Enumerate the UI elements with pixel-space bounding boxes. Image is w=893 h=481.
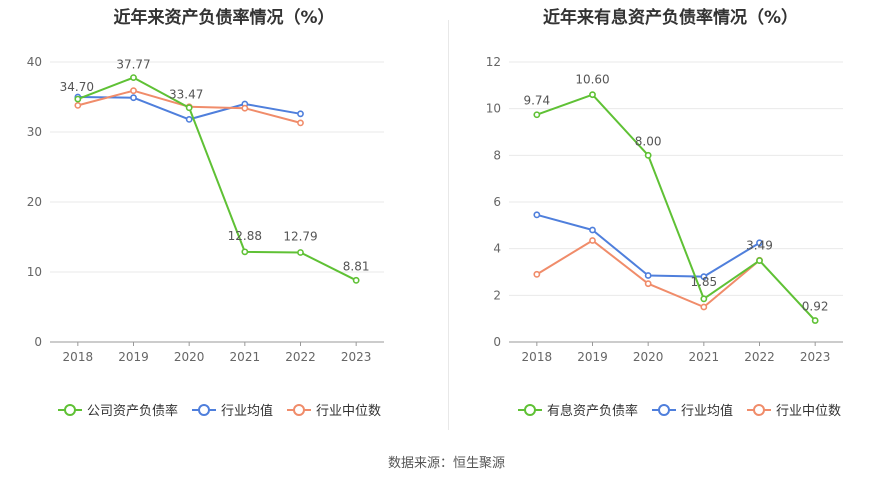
x-tick-label: 2022 (285, 350, 316, 364)
data-label: 9.74 (523, 94, 550, 108)
x-tick-label: 2020 (174, 350, 205, 364)
legend-right: 有息资产负债率 行业均值 行业中位数 (518, 400, 841, 419)
y-tick-label: 2 (493, 288, 501, 302)
legend-item-company[interactable]: 公司资产负债率 (58, 400, 178, 419)
data-point (241, 248, 249, 256)
data-point (74, 95, 82, 103)
legend-marker-icon (192, 403, 217, 417)
data-point (589, 226, 596, 234)
legend-marker-icon (287, 403, 312, 417)
data-point (644, 151, 652, 159)
data-point (130, 94, 137, 102)
data-point (533, 270, 541, 278)
data-label: 8.81 (343, 259, 370, 273)
legend-item-industry-mean[interactable]: 行业均值 (652, 400, 733, 419)
data-point (811, 317, 819, 324)
data-point (700, 295, 708, 303)
panel-divider (448, 20, 449, 430)
series-line (536, 93, 816, 322)
x-tick-label: 2018 (63, 350, 94, 364)
y-tick-label: 4 (493, 242, 501, 256)
data-point (589, 91, 596, 99)
y-tick-label: 12 (486, 55, 501, 69)
legend-marker-icon (518, 403, 542, 417)
legend-marker-icon (652, 403, 677, 417)
data-point (533, 111, 541, 119)
data-point (352, 276, 360, 284)
data-point (297, 249, 304, 256)
data-label: 3.49 (746, 239, 773, 253)
data-point (185, 116, 193, 123)
data-label: 8.00 (635, 134, 662, 148)
data-point (533, 211, 541, 219)
x-tick-label: 2020 (633, 350, 664, 364)
legend-label: 行业均值 (681, 404, 734, 419)
y-tick-label: 10 (486, 102, 501, 116)
data-label: 33.47 (169, 88, 203, 102)
x-tick-label: 2019 (577, 350, 608, 364)
legend-label: 公司资产负债率 (87, 404, 179, 419)
data-label: 37.77 (116, 58, 150, 72)
y-tick-label: 40 (27, 55, 42, 69)
legend-item-company[interactable]: 有息资产负债率 (518, 400, 638, 419)
legend-marker-icon (58, 403, 82, 417)
chart-title-interest-debt-ratio: 近年来有息资产负债率情况（%） (542, 8, 799, 28)
data-point (644, 272, 652, 279)
data-point (756, 239, 763, 247)
series-line (536, 213, 761, 278)
y-tick-label: 6 (493, 195, 501, 209)
legend-marker-icon (747, 403, 772, 417)
y-tick-label: 0 (493, 335, 501, 349)
data-label: 0.92 (802, 300, 829, 314)
x-tick-label: 2023 (800, 350, 831, 364)
x-tick-label: 2018 (522, 350, 553, 364)
chart-title-debt-ratio: 近年来资产负债率情况（%） (113, 8, 335, 28)
y-tick-label: 0 (34, 335, 42, 349)
x-tick-label: 2019 (118, 350, 149, 364)
data-point (756, 257, 763, 264)
data-point (74, 102, 82, 109)
data-point (130, 87, 137, 95)
legend-label: 行业中位数 (776, 404, 842, 419)
data-point (241, 104, 249, 112)
data-label: 1.85 (690, 275, 717, 289)
data-point (130, 74, 137, 82)
data-point (589, 237, 596, 244)
y-tick-label: 10 (27, 265, 42, 279)
legend-item-industry-median[interactable]: 行业中位数 (287, 400, 381, 419)
data-label: 12.79 (283, 229, 317, 243)
series-line (77, 76, 357, 282)
x-tick-label: 2021 (230, 350, 261, 364)
y-tick-label: 8 (493, 148, 501, 162)
data-label: 12.88 (228, 229, 262, 243)
data-point (297, 119, 304, 127)
legend-item-industry-median[interactable]: 行业中位数 (747, 400, 841, 419)
y-tick-label: 30 (27, 125, 42, 139)
data-point (644, 280, 652, 288)
legend-label: 行业中位数 (316, 404, 382, 419)
legend-item-industry-mean[interactable]: 行业均值 (192, 400, 273, 419)
x-tick-label: 2022 (744, 350, 775, 364)
source-note: 数据来源：恒生聚源 (387, 456, 505, 471)
data-label: 34.70 (60, 80, 94, 94)
data-label: 10.60 (575, 73, 609, 87)
legend-label: 有息资产负债率 (547, 404, 639, 419)
legend-label: 行业均值 (221, 404, 274, 419)
x-tick-label: 2023 (341, 350, 372, 364)
legend-left: 公司资产负债率 行业均值 行业中位数 (58, 400, 381, 419)
y-tick-label: 20 (27, 195, 42, 209)
data-point (700, 273, 708, 281)
x-tick-label: 2021 (689, 350, 720, 364)
data-point (297, 110, 304, 118)
data-point (185, 104, 193, 112)
data-point (700, 303, 708, 311)
